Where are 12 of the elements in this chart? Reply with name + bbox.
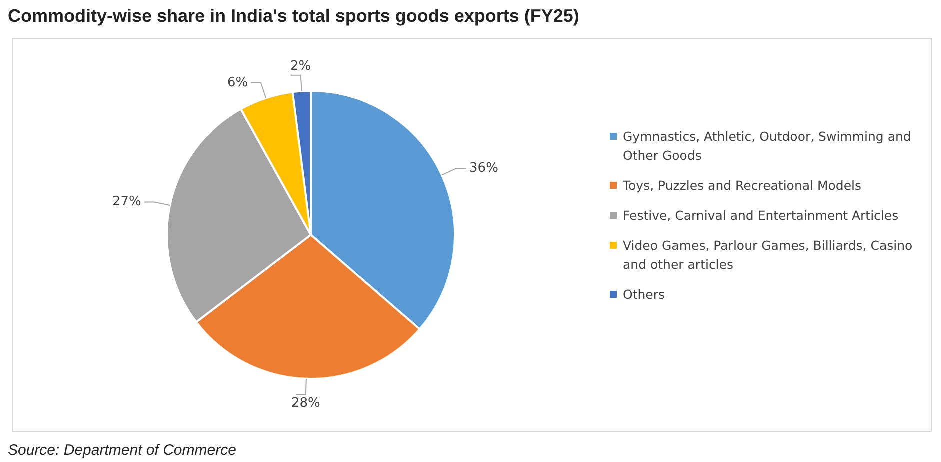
chart-title: Commodity-wise share in India's total sports goods exports (FY25)	[8, 6, 580, 27]
data-label: 36%	[470, 160, 498, 176]
data-label: 6%	[227, 75, 248, 90]
data-label: 27%	[112, 194, 142, 210]
data-label: 2%	[290, 59, 312, 74]
legend-label: Gymnastics, Athletic, Outdoor, Swimming and Other Goods	[623, 128, 912, 165]
source-note: Source: Department of Commerce	[8, 442, 236, 459]
data-label: 28%	[291, 396, 320, 411]
legend-label: Others	[623, 286, 666, 304]
legend-label: Festive, Carnival and Entertainment Articles	[623, 207, 899, 225]
legend-label: Toys, Puzzles and Recreational Models	[623, 177, 862, 195]
legend-label: Video Games, Parlour Games, Billiards, Casino and other articles	[623, 237, 914, 274]
